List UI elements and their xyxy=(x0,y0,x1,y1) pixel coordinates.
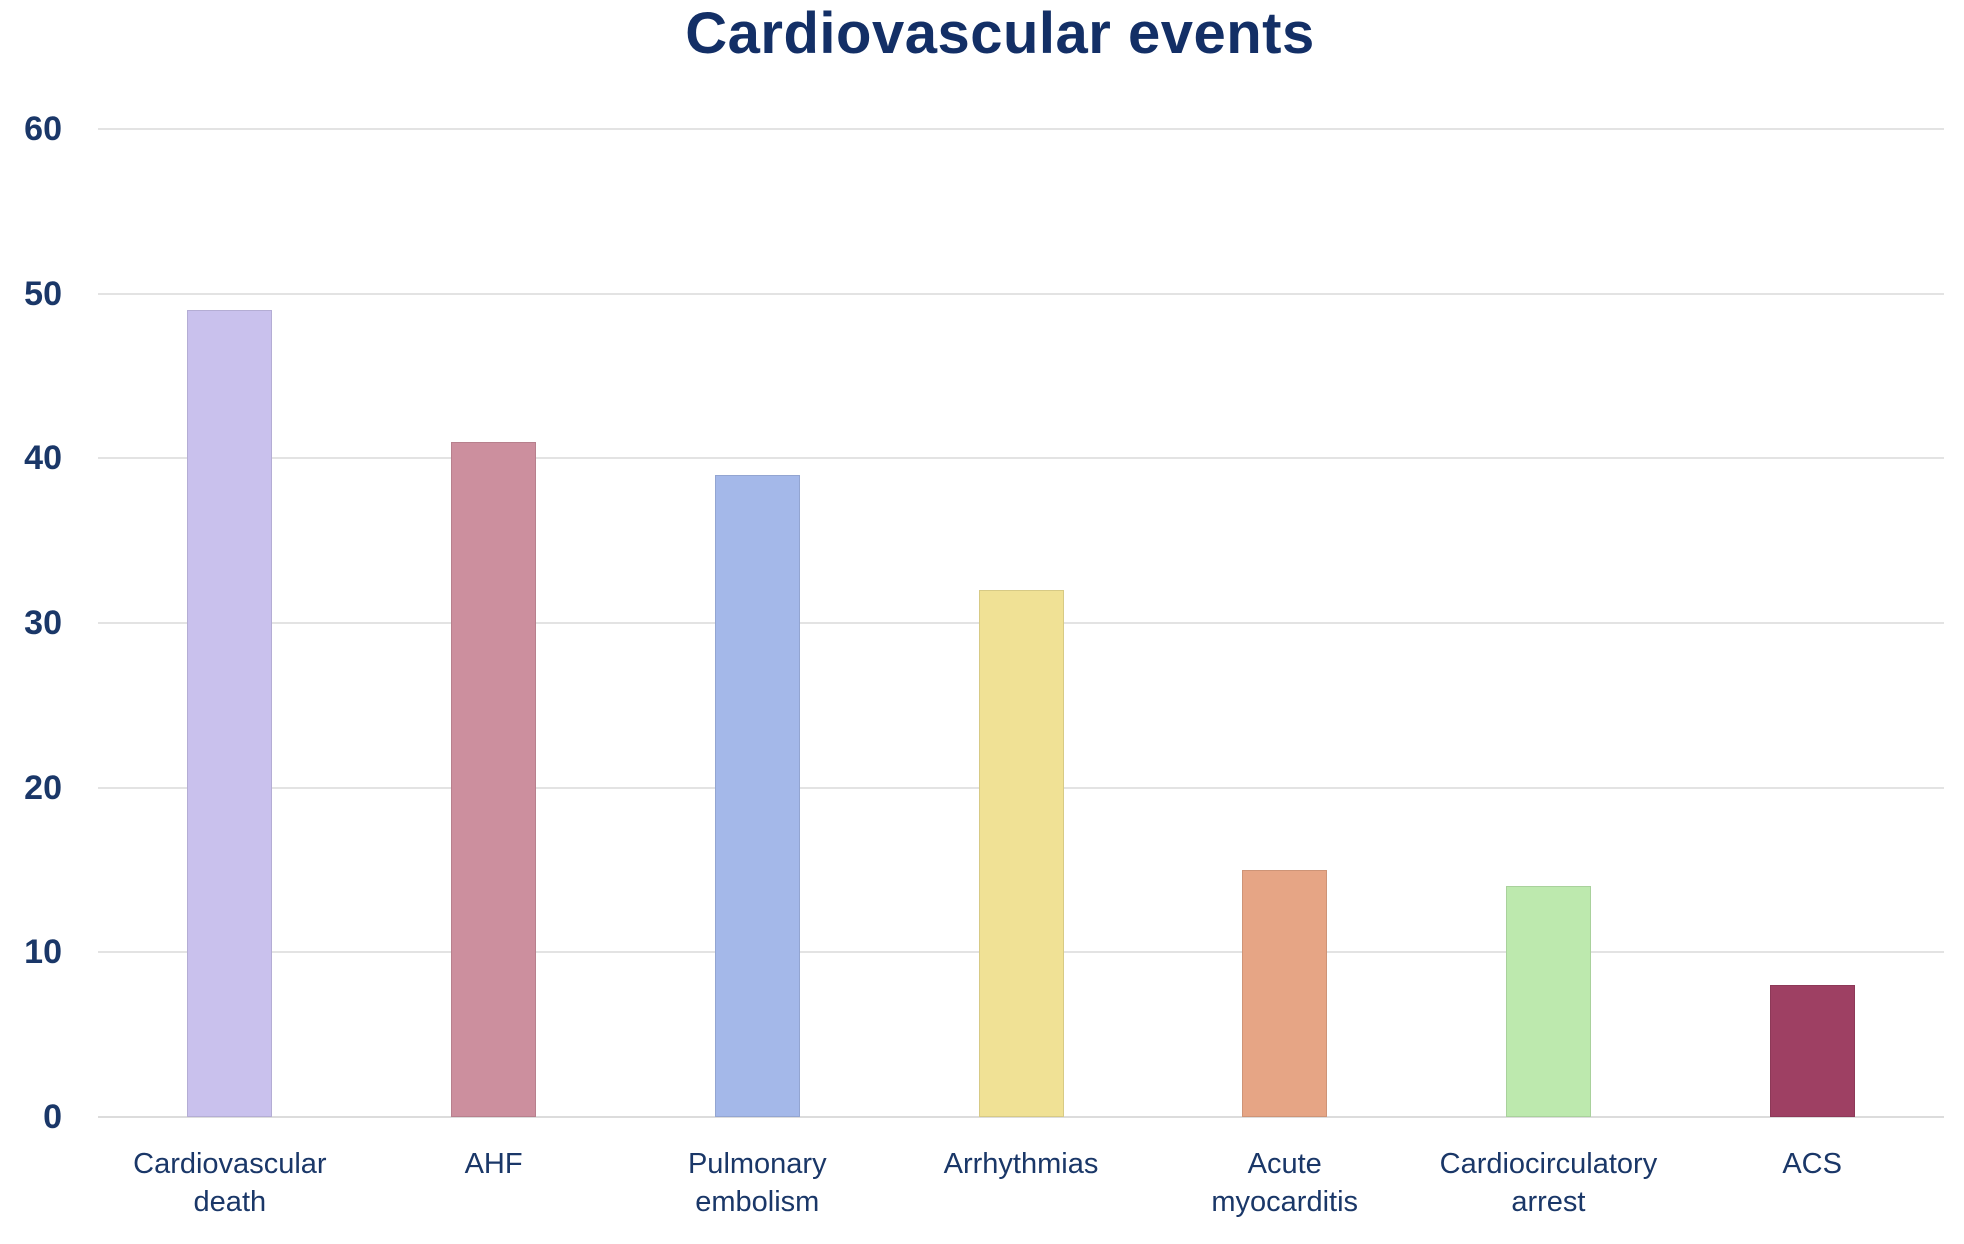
x-category-label: Cardiocirculatory arrest xyxy=(1440,1145,1658,1221)
grid-line xyxy=(98,457,1944,460)
x-category-label-line: Cardiocirculatory xyxy=(1439,1148,1658,1180)
grid-line xyxy=(98,128,1944,130)
y-tick-label: 20 xyxy=(24,768,62,807)
bar-acute-myocarditis xyxy=(1242,870,1328,1117)
bar-cardiocirculatory-arrest xyxy=(1505,886,1591,1117)
x-category-label-line: Arrhythmias xyxy=(943,1148,1099,1180)
x-category-label-line: arrest xyxy=(1511,1186,1586,1218)
x-category-label: Cardiovascular death xyxy=(133,1145,326,1221)
x-axis-baseline xyxy=(98,1116,1944,1118)
x-category-label-line: Cardiovascular xyxy=(133,1148,327,1180)
x-category-label: AHF xyxy=(465,1145,523,1183)
x-category-label-line: Pulmonary xyxy=(687,1148,827,1180)
x-category-label-line: death xyxy=(193,1186,267,1218)
bar-acs xyxy=(1769,985,1855,1117)
x-category-label-line: Acute xyxy=(1247,1148,1322,1180)
x-category-label: Acute myocarditis xyxy=(1211,1145,1358,1221)
y-tick-label: 40 xyxy=(24,439,62,478)
x-category-label-line: embolism xyxy=(695,1186,820,1218)
x-category-label-line: myocarditis xyxy=(1211,1186,1359,1218)
bar-ahf xyxy=(451,441,537,1117)
y-tick-label: 50 xyxy=(24,274,62,313)
x-category-label: Arrhythmias xyxy=(944,1145,1099,1183)
x-category-label: ACS xyxy=(1782,1145,1842,1183)
y-tick-label: 60 xyxy=(24,110,62,148)
grid-line xyxy=(98,292,1944,295)
y-tick-label: 10 xyxy=(24,933,62,972)
bar-arrhythmias xyxy=(978,590,1064,1117)
y-tick-label: 0 xyxy=(43,1098,62,1136)
x-category-label-line: AHF xyxy=(464,1148,523,1180)
plot-area xyxy=(98,128,1944,1118)
bar-cardiovascular-death xyxy=(187,310,273,1117)
bar-pulmonary-embolism xyxy=(714,474,800,1117)
y-tick-label: 30 xyxy=(24,604,62,642)
x-category-label-line: ACS xyxy=(1782,1148,1842,1180)
chart-title: Cardiovascular events xyxy=(685,1,1315,66)
x-category-label: Pulmonary embolism xyxy=(688,1145,827,1221)
